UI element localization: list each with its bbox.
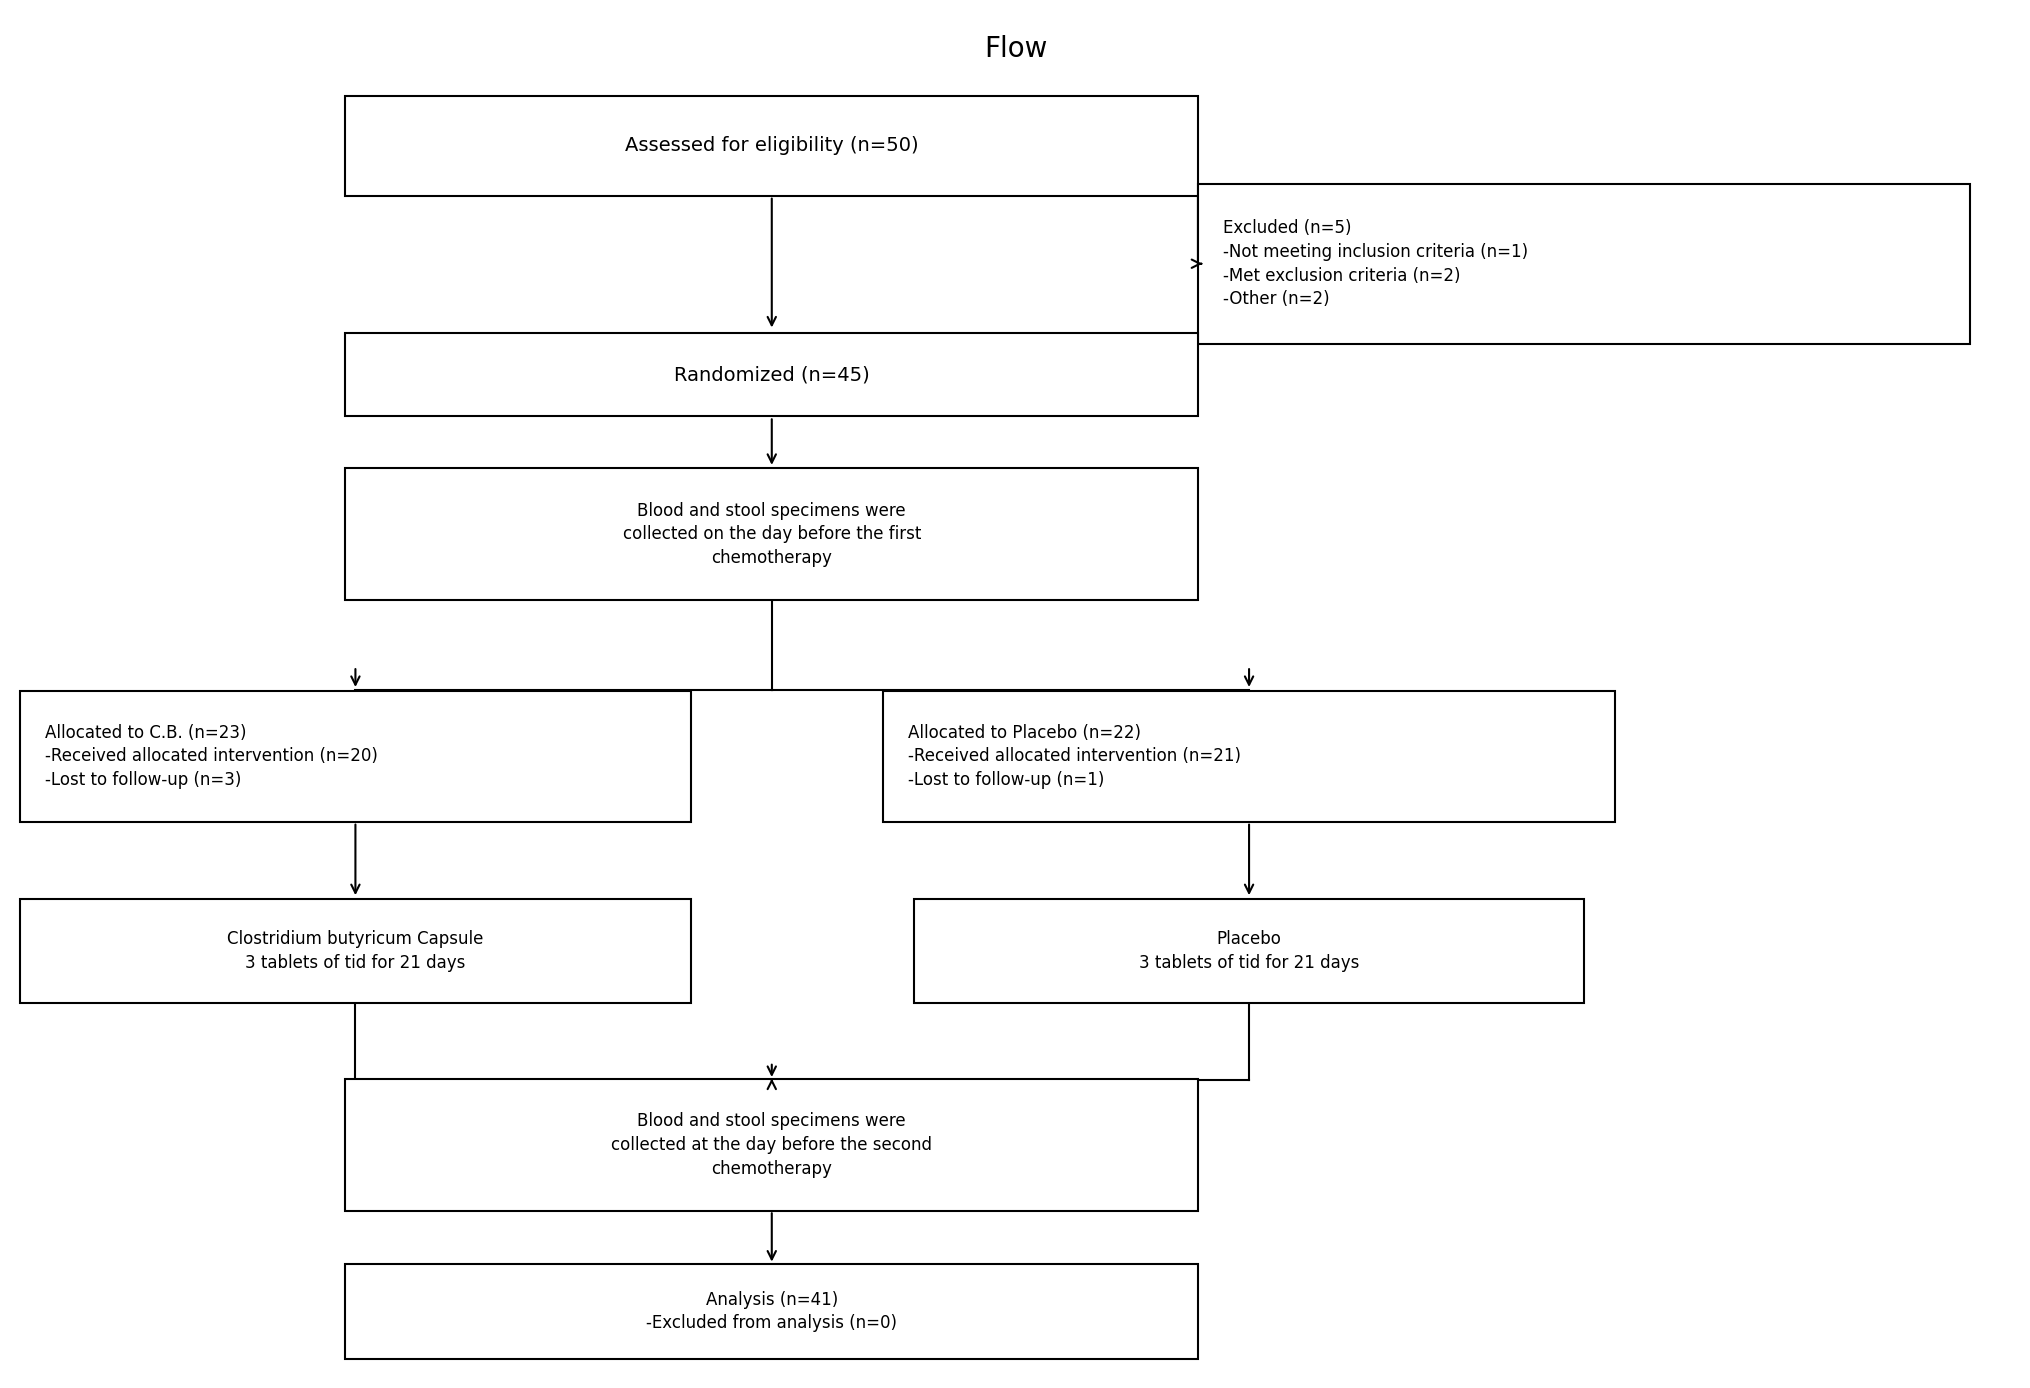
Text: Clostridium butyricum Capsule
3 tablets of tid for 21 days: Clostridium butyricum Capsule 3 tablets … — [227, 930, 483, 972]
Text: Blood and stool specimens were
collected on the day before the first
chemotherap: Blood and stool specimens were collected… — [623, 502, 920, 566]
FancyBboxPatch shape — [20, 691, 690, 822]
Text: Randomized (n=45): Randomized (n=45) — [674, 365, 869, 384]
FancyBboxPatch shape — [914, 899, 1583, 1002]
FancyBboxPatch shape — [1198, 183, 1969, 344]
Text: Assessed for eligibility (n=50): Assessed for eligibility (n=50) — [625, 136, 918, 155]
FancyBboxPatch shape — [883, 691, 1614, 822]
FancyBboxPatch shape — [345, 1080, 1198, 1210]
Text: Flow: Flow — [983, 35, 1047, 62]
FancyBboxPatch shape — [20, 899, 690, 1002]
Text: Analysis (n=41)
-Excluded from analysis (n=0): Analysis (n=41) -Excluded from analysis … — [646, 1291, 897, 1332]
FancyBboxPatch shape — [345, 333, 1198, 416]
Text: Blood and stool specimens were
collected at the day before the second
chemothera: Blood and stool specimens were collected… — [611, 1113, 932, 1177]
Text: Placebo
3 tablets of tid for 21 days: Placebo 3 tablets of tid for 21 days — [1139, 930, 1358, 972]
FancyBboxPatch shape — [345, 469, 1198, 600]
Text: Excluded (n=5)
-Not meeting inclusion criteria (n=1)
-Met exclusion criteria (n=: Excluded (n=5) -Not meeting inclusion cr… — [1222, 219, 1527, 308]
FancyBboxPatch shape — [345, 96, 1198, 196]
FancyBboxPatch shape — [345, 1264, 1198, 1359]
Text: Allocated to Placebo (n=22)
-Received allocated intervention (n=21)
-Lost to fol: Allocated to Placebo (n=22) -Received al… — [907, 725, 1240, 788]
Text: Allocated to C.B. (n=23)
-Received allocated intervention (n=20)
-Lost to follow: Allocated to C.B. (n=23) -Received alloc… — [45, 725, 378, 788]
